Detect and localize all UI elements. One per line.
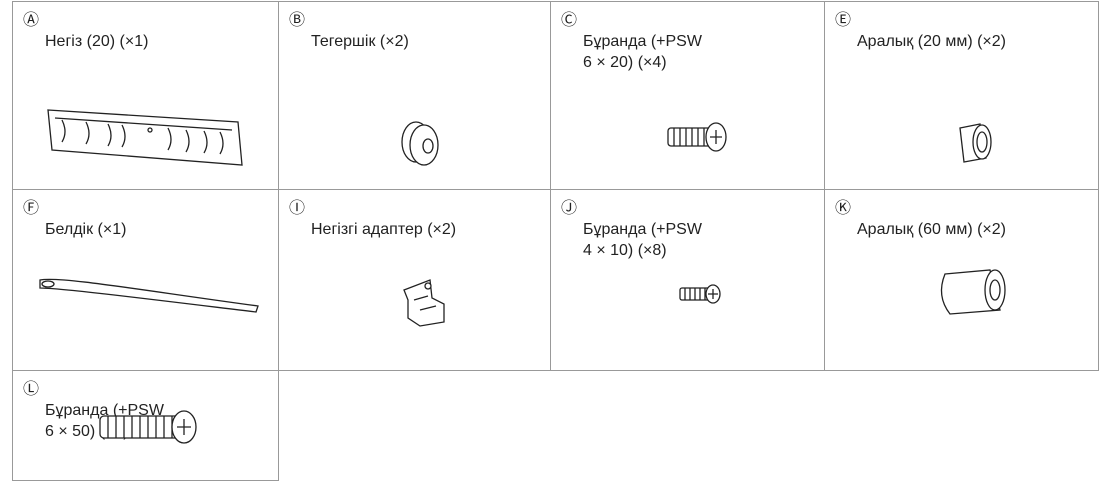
part-marker: Ⓛ bbox=[23, 381, 40, 398]
part-label: Ⓕ Белдік (×1) bbox=[23, 198, 126, 240]
part-drawing bbox=[403, 279, 445, 327]
part-drawing bbox=[39, 278, 259, 313]
part-name-line: Тегершік (×2) bbox=[311, 33, 409, 50]
part-label: Ⓑ Тегершік (×2) bbox=[289, 10, 409, 52]
part-label: Ⓐ Негіз (20) (×1) bbox=[23, 10, 148, 52]
part-marker: Ⓙ bbox=[561, 200, 578, 217]
part-name-line: 6 × 20) (×4) bbox=[583, 54, 667, 71]
part-marker: Ⓑ bbox=[289, 12, 306, 29]
part-name-line: Бұранда (+PSW bbox=[583, 33, 702, 50]
part-name-line: Негіз (20) (×1) bbox=[45, 33, 149, 50]
part-label: Ⓙ Бұранда (+PSW 4 × 10) (×8) bbox=[561, 198, 702, 261]
part-marker: Ⓐ bbox=[23, 12, 40, 29]
part-drawing bbox=[667, 122, 727, 152]
part-name-line: Негізгі адаптер (×2) bbox=[311, 221, 457, 238]
part-name-line: Белдік (×1) bbox=[45, 221, 127, 238]
part-drawing bbox=[679, 284, 721, 304]
part-cell: Ⓚ Аралық (60 мм) (×2) bbox=[824, 189, 1099, 371]
part-label: Ⓒ Бұранда (+PSW 6 × 20) (×4) bbox=[561, 10, 702, 73]
part-name-line: 4 × 10) (×8) bbox=[583, 242, 667, 259]
part-label: Ⓔ Аралық (20 мм) (×2) bbox=[835, 10, 1006, 52]
part-marker: Ⓔ bbox=[835, 12, 852, 29]
part-marker: Ⓘ bbox=[289, 200, 306, 217]
part-label: Ⓚ Аралық (60 мм) (×2) bbox=[835, 198, 1006, 240]
part-drawing bbox=[959, 123, 992, 163]
part-name-line: Аралық (60 мм) (×2) bbox=[857, 221, 1006, 238]
part-marker: Ⓕ bbox=[23, 200, 40, 217]
part-marker: Ⓚ bbox=[835, 200, 852, 217]
part-name-line: Бұранда (+PSW bbox=[45, 402, 164, 419]
part-drawing bbox=[401, 121, 439, 166]
part-drawing bbox=[99, 410, 197, 444]
part-drawing bbox=[47, 109, 243, 166]
part-name-line: Аралық (20 мм) (×2) bbox=[857, 33, 1006, 50]
part-marker: Ⓒ bbox=[561, 12, 578, 29]
part-label: Ⓘ Негізгі адаптер (×2) bbox=[289, 198, 456, 240]
part-drawing bbox=[940, 269, 1006, 315]
part-name-line: Бұранда (+PSW bbox=[583, 221, 702, 238]
